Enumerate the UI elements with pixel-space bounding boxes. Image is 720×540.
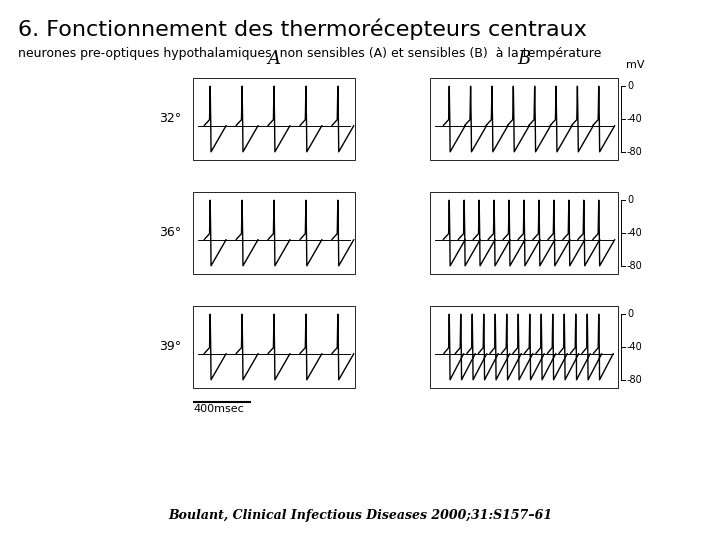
- Text: 0: 0: [627, 81, 633, 91]
- Text: A: A: [268, 50, 281, 68]
- Text: 36°: 36°: [159, 226, 181, 240]
- Text: B: B: [518, 50, 531, 68]
- Text: 32°: 32°: [159, 112, 181, 125]
- Text: 400msec: 400msec: [193, 404, 244, 414]
- Text: -80: -80: [627, 147, 643, 157]
- Text: -40: -40: [627, 228, 643, 238]
- Text: 0: 0: [627, 195, 633, 205]
- Text: 6. Fonctionnement des thermorécepteurs centraux: 6. Fonctionnement des thermorécepteurs c…: [18, 18, 587, 39]
- Text: -80: -80: [627, 375, 643, 385]
- Text: Boulant, Clinical Infectious Diseases 2000;31:S157–61: Boulant, Clinical Infectious Diseases 20…: [168, 509, 552, 522]
- Text: -40: -40: [627, 114, 643, 124]
- Text: neurones pre-optiques hypothalamiques  non sensibles (A) et sensibles (B)  à la : neurones pre-optiques hypothalamiques no…: [18, 47, 601, 60]
- Bar: [430, 78, 618, 160]
- Text: -80: -80: [627, 261, 643, 271]
- Bar: [193, 78, 355, 160]
- Bar: [193, 306, 355, 388]
- Bar: [430, 306, 618, 388]
- Text: 39°: 39°: [159, 341, 181, 354]
- Text: mV: mV: [626, 60, 644, 70]
- Bar: [430, 192, 618, 274]
- Text: 0: 0: [627, 309, 633, 319]
- Text: -40: -40: [627, 342, 643, 352]
- Bar: [193, 192, 355, 274]
